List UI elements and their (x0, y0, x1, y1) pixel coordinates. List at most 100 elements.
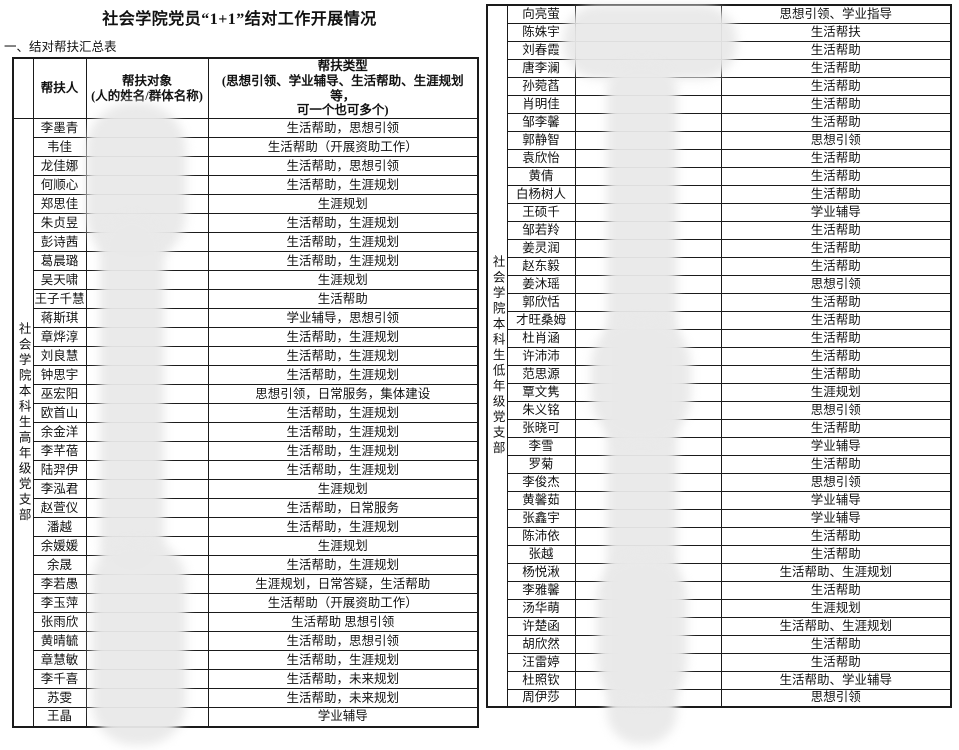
helper-name-cell: 黄倩 (506, 166, 576, 186)
helper-name-cell: 余媛媛 (32, 536, 87, 556)
table-row: 陆羿伊 生活帮助，生涯规划 (13, 460, 479, 480)
pairing-table-senior: 帮扶人 帮扶对象 (人的姓名/群体名称) 帮扶类型 (思想引领、学业辅导、生活帮… (12, 57, 479, 728)
helper-name-cell: 刘良慧 (32, 346, 87, 366)
help-type-cell: 生活帮助 (720, 112, 952, 132)
table-row: 罗菊 生活帮助 (487, 454, 952, 474)
help-target-cell (85, 270, 209, 290)
help-target-cell (574, 418, 722, 438)
help-target-cell (574, 472, 722, 492)
table-row: 刘良慧 生活帮助，生涯规划 (13, 346, 479, 366)
help-target-cell (574, 688, 722, 708)
table-row: 李泓君 生涯规划 (13, 479, 479, 499)
helper-name-cell: 韦佳 (32, 137, 87, 157)
help-target-cell (85, 517, 209, 537)
table-row: 社会学院本科生低年级党支部 向亮萤 思想引领、学业指导 (486, 4, 952, 708)
help-type-cell: 生活帮助 (720, 652, 952, 672)
table-row: 张越 生活帮助 (487, 544, 952, 564)
table-row: 肖明佳 生活帮助 (487, 94, 952, 114)
help-type-cell: 思想引领、学业指导 (720, 4, 952, 24)
header-helper: 帮扶人 (32, 57, 87, 119)
help-type-cell: 学业辅导 (207, 707, 479, 727)
helper-name-cell: 赵萱仪 (32, 498, 87, 518)
table-row: 章慧敏 生活帮助，生涯规划 (13, 650, 479, 670)
table-row: 欧首山 生活帮助，生涯规划 (13, 403, 479, 423)
help-type-cell: 生活帮助 (720, 526, 952, 546)
help-type-cell: 生活帮助，生涯规划 (207, 441, 479, 461)
helper-name-cell: 向亮萤 (506, 4, 576, 24)
help-target-cell (85, 365, 209, 385)
table-row: 孙菀萏 生活帮助 (487, 76, 952, 96)
table-row: 彭诗茜 生活帮助，生涯规划 (13, 232, 479, 252)
help-target-cell (85, 118, 209, 138)
help-target-cell (85, 232, 209, 252)
help-type-cell: 生活帮助 (720, 346, 952, 366)
help-target-cell (574, 670, 722, 690)
help-type-cell: 思想引领 (720, 400, 952, 420)
help-target-cell (85, 479, 209, 499)
table-row: 汤华萌 生涯规划 (487, 598, 952, 618)
help-type-cell: 生活帮助 (720, 418, 952, 438)
table-row: 朱义铭 思想引领 (487, 400, 952, 420)
table-row: 杜照钦 生活帮助、学业辅导 (487, 670, 952, 690)
help-target-cell (574, 544, 722, 564)
table-header: 帮扶人 帮扶对象 (人的姓名/群体名称) 帮扶类型 (思想引领、学业辅导、生活帮… (12, 57, 479, 119)
helper-name-cell: 王子千慧 (32, 289, 87, 309)
helper-name-cell: 陆羿伊 (32, 460, 87, 480)
help-target-cell (85, 194, 209, 214)
helper-name-cell: 杜肖涵 (506, 328, 576, 348)
helper-name-cell: 张越 (506, 544, 576, 564)
help-type-cell: 生活帮助、学业辅导 (720, 670, 952, 690)
page-left-column: 社会学院党员“1+1”结对工作开展情况 一、结对帮扶汇总表 帮扶人 帮扶对象 (… (0, 0, 479, 750)
helper-name-cell: 杨悦湫 (506, 562, 576, 582)
table-row: 才旺桑姆 生活帮助 (487, 310, 952, 330)
help-target-cell (85, 669, 209, 689)
help-type-cell: 生活帮助 (720, 454, 952, 474)
header-target: 帮扶对象 (人的姓名/群体名称) (85, 57, 209, 119)
helper-name-cell: 章慧敏 (32, 650, 87, 670)
helper-name-cell: 汤华萌 (506, 598, 576, 618)
helper-name-cell: 张鑫宇 (506, 508, 576, 528)
help-type-cell: 生活帮助 (720, 634, 952, 654)
helper-name-cell: 唐李澜 (506, 58, 576, 78)
help-type-cell: 生活帮助 (720, 220, 952, 240)
helper-name-cell: 潘越 (32, 517, 87, 537)
help-target-cell (574, 184, 722, 204)
help-target-cell (574, 562, 722, 582)
helper-name-cell: 余金洋 (32, 422, 87, 442)
helper-name-cell: 赵东毅 (506, 256, 576, 276)
helper-name-cell: 张雨欣 (32, 612, 87, 632)
helper-name-cell: 杜照钦 (506, 670, 576, 690)
table-row: 余媛媛 生涯规划 (13, 536, 479, 556)
help-type-cell: 思想引领 (720, 472, 952, 492)
helper-name-cell: 周伊莎 (506, 688, 576, 708)
table-row: 覃文隽 生涯规划 (487, 382, 952, 402)
help-target-cell (574, 526, 722, 546)
party-branch-vertical-label: 社会学院本科生高年级党支部 (12, 118, 34, 727)
help-type-cell: 生涯规划 (207, 536, 479, 556)
help-target-cell (574, 634, 722, 654)
help-target-cell (574, 76, 722, 96)
help-target-cell (574, 202, 722, 222)
help-target-cell (574, 112, 722, 132)
header-type: 帮扶类型 (思想引领、学业辅导、生活帮助、生涯规划等， 可一个也可多个) (207, 57, 479, 119)
help-type-cell: 生活帮助 (207, 289, 479, 309)
table-row: 李千喜 生活帮助，未来规划 (13, 669, 479, 689)
help-target-cell (574, 454, 722, 474)
document-title: 社会学院党员“1+1”结对工作开展情况 (102, 11, 377, 28)
helper-name-cell: 朱贞昱 (32, 213, 87, 233)
help-type-cell: 生活帮助（开展资助工作） (207, 137, 479, 157)
helper-name-cell: 许楚函 (506, 616, 576, 636)
helper-name-cell: 李若愚 (32, 574, 87, 594)
help-target-cell (574, 238, 722, 258)
help-type-cell: 生活帮助、生涯规划 (720, 616, 952, 636)
table-body-junior: 社会学院本科生低年级党支部 向亮萤 思想引领、学业指导 陈姝宇 生活帮扶 刘春霞 生活帮助唐… (486, 4, 952, 708)
table-row: 陈姝宇 生活帮扶 (487, 22, 952, 42)
help-target-cell (85, 251, 209, 271)
helper-name-cell: 袁欣怡 (506, 148, 576, 168)
table-row: 王硕千 学业辅导 (487, 202, 952, 222)
helper-name-cell: 郭欣恬 (506, 292, 576, 312)
table-row: 王晶 学业辅导 (13, 707, 479, 727)
help-target-cell (85, 498, 209, 518)
help-type-cell: 生活帮助 (720, 148, 952, 168)
help-target-cell (574, 22, 722, 42)
